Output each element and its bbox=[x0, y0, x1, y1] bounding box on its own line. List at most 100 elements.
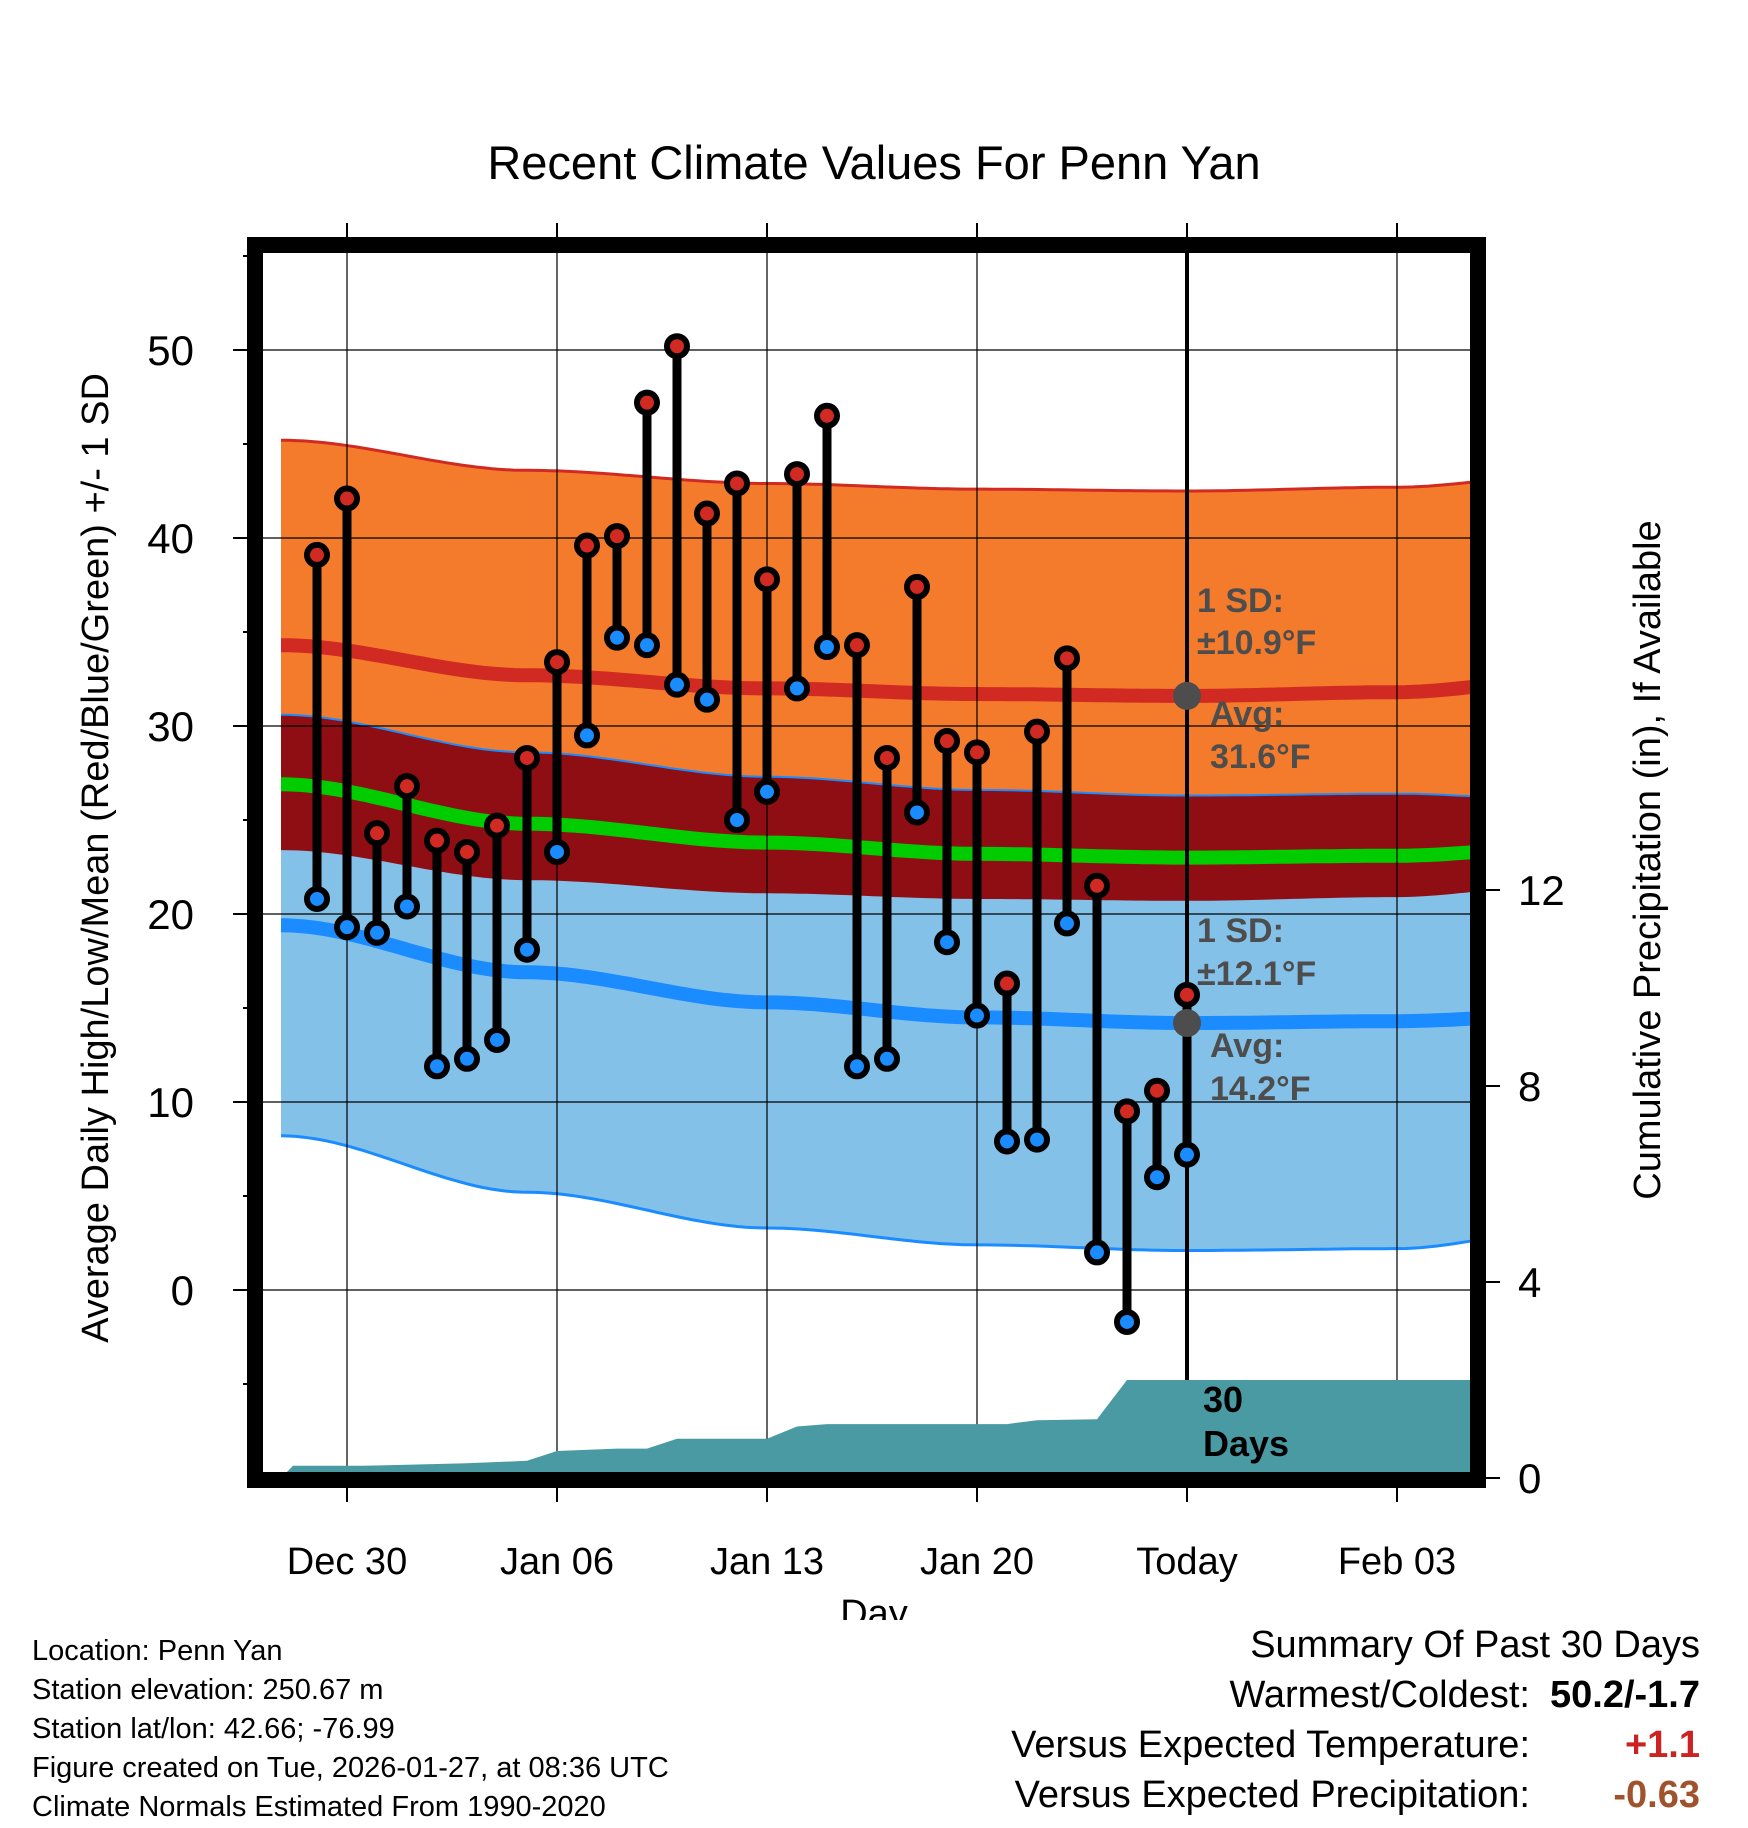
days-count: 30 bbox=[1203, 1379, 1243, 1420]
daily-low-marker bbox=[364, 919, 390, 946]
daily-high-marker bbox=[994, 970, 1020, 997]
precip-area bbox=[281, 1380, 1478, 1478]
daily-high-marker bbox=[1114, 1098, 1140, 1125]
daily-high-marker bbox=[334, 485, 360, 512]
daily-low-marker bbox=[334, 914, 360, 941]
x-tick-label: Feb 03 bbox=[1338, 1541, 1456, 1583]
daily-low-marker bbox=[394, 893, 420, 920]
daily-high-marker bbox=[874, 744, 900, 771]
latlon-text: Station lat/lon: 42.66; -76.99 bbox=[32, 1713, 395, 1745]
climate-chart: Recent Climate Values For Penn Yan 0 10 20… bbox=[75, 136, 1669, 1620]
x-tick-label: Today bbox=[1136, 1541, 1237, 1583]
precip-fill bbox=[281, 1380, 1478, 1478]
daily-low-marker bbox=[814, 634, 840, 661]
axes: 0 10 20 30 40 50 0 4 8 12 Dec 30 Jan 06 Jan 13 Jan 20… bbox=[147, 223, 1565, 1583]
daily-high-marker bbox=[784, 461, 810, 488]
precip-label: Versus Expected Precipitation: bbox=[1014, 1774, 1530, 1816]
low-avg-value: 14.2°F bbox=[1210, 1070, 1311, 1108]
daily-low-marker bbox=[1174, 1141, 1200, 1168]
precip-value: -0.63 bbox=[1613, 1774, 1700, 1816]
daily-high-marker bbox=[634, 389, 660, 416]
x-tick-label: Jan 06 bbox=[500, 1541, 614, 1583]
summary-panel: Summary Of Past 30 Days Warmest/Coldest:… bbox=[1011, 1620, 1700, 1820]
daily-low-marker bbox=[844, 1053, 870, 1080]
daily-high-marker bbox=[1084, 872, 1110, 899]
daily-low-marker bbox=[964, 1002, 990, 1029]
daily-high-marker bbox=[724, 470, 750, 497]
temp-value: +1.1 bbox=[1624, 1724, 1700, 1766]
y-axis-label: Average Daily High/Low/Mean (Red/Blue/Gr… bbox=[75, 373, 117, 1343]
daily-low-marker bbox=[1144, 1164, 1170, 1191]
daily-high-marker bbox=[574, 532, 600, 559]
annotations: 1 SD: ±10.9°F Avg: 31.6°F 1 SD: ±12.1°F Avg: 14… bbox=[1173, 582, 1316, 1464]
daily-high-marker bbox=[694, 500, 720, 527]
daily-low-marker bbox=[1024, 1126, 1050, 1153]
summary-temp: Versus Expected Temperature: +1.1 bbox=[1011, 1720, 1700, 1770]
y-tick-label: 50 bbox=[147, 327, 194, 374]
y2-tick-label: 4 bbox=[1518, 1259, 1541, 1306]
high-avg-value: 31.6°F bbox=[1210, 738, 1311, 776]
daily-low-marker bbox=[994, 1128, 1020, 1155]
daily-low-marker bbox=[694, 686, 720, 713]
daily-high-marker bbox=[964, 739, 990, 766]
daily-low-marker bbox=[874, 1045, 900, 1072]
summary-precip: Versus Expected Precipitation: -0.63 bbox=[1011, 1770, 1700, 1820]
summary-warm-cold: Warmest/Coldest: 50.2/-1.7 bbox=[1011, 1670, 1700, 1720]
daily-low-marker bbox=[304, 885, 330, 912]
daily-high-marker bbox=[454, 838, 480, 865]
daily-high-marker bbox=[394, 773, 420, 800]
x-tick-label: Dec 30 bbox=[287, 1541, 407, 1583]
y-tick-label: 0 bbox=[171, 1267, 194, 1314]
low-sd-label: 1 SD: bbox=[1197, 912, 1284, 950]
daily-high-marker bbox=[1174, 981, 1200, 1008]
high-sd-value: ±10.9°F bbox=[1197, 624, 1316, 662]
x-tick-label: Jan 20 bbox=[920, 1541, 1034, 1583]
created-text: Figure created on Tue, 2026-01-27, at 08… bbox=[32, 1752, 669, 1784]
warm-cold-label: Warmest/Coldest: bbox=[1229, 1674, 1530, 1716]
low-sd-lower-line bbox=[280, 1134, 1478, 1252]
daily-low-marker bbox=[604, 624, 630, 651]
daily-high-marker bbox=[664, 333, 690, 360]
daily-low-marker bbox=[424, 1053, 450, 1080]
station-info: Location: Penn Yan Station elevation: 25… bbox=[32, 1632, 669, 1827]
daily-high-marker bbox=[514, 744, 540, 771]
daily-high-marker bbox=[844, 632, 870, 659]
daily-low-marker bbox=[934, 929, 960, 956]
daily-high-marker bbox=[364, 820, 390, 847]
low-avg-point bbox=[1173, 1009, 1201, 1038]
high-avg-label: Avg: bbox=[1210, 695, 1284, 733]
daily-high-marker bbox=[544, 649, 570, 676]
daily-high-marker bbox=[1024, 718, 1050, 745]
plot-frame bbox=[247, 237, 1486, 1488]
daily-low-marker bbox=[1054, 910, 1080, 937]
low-avg-label: Avg: bbox=[1210, 1027, 1284, 1065]
daily-high-marker bbox=[484, 812, 510, 839]
daily-high-marker bbox=[814, 402, 840, 429]
daily-high-marker bbox=[424, 827, 450, 854]
daily-markers bbox=[304, 333, 1200, 1335]
summary-title: Summary Of Past 30 Days bbox=[1250, 1624, 1700, 1666]
daily-high-marker bbox=[304, 541, 330, 568]
elevation-text: Station elevation: 250.67 m bbox=[32, 1674, 384, 1706]
normals-text: Climate Normals Estimated From 1990-2020 bbox=[32, 1791, 606, 1823]
daily-range-bars bbox=[312, 346, 1192, 1322]
daily-low-marker bbox=[904, 799, 930, 826]
warm-cold-value: 50.2/-1.7 bbox=[1550, 1674, 1700, 1716]
daily-low-marker bbox=[454, 1045, 480, 1072]
daily-high-marker bbox=[934, 728, 960, 755]
chart-title: Recent Climate Values For Penn Yan bbox=[487, 136, 1260, 189]
high-sd-upper-line bbox=[280, 438, 1478, 493]
daily-low-marker bbox=[484, 1026, 510, 1053]
daily-low-marker bbox=[514, 936, 540, 963]
y2-tick-label: 12 bbox=[1518, 867, 1565, 914]
high-sd-label: 1 SD: bbox=[1197, 582, 1284, 620]
daily-low-marker bbox=[1084, 1239, 1110, 1266]
daily-low-marker bbox=[634, 632, 660, 659]
daily-low-marker bbox=[754, 778, 780, 805]
daily-high-marker bbox=[604, 523, 630, 550]
y2-tick-label: 8 bbox=[1518, 1063, 1541, 1110]
x-axis-label: Day bbox=[840, 1593, 908, 1620]
low-sd-value: ±12.1°F bbox=[1197, 955, 1316, 993]
daily-low-marker bbox=[544, 838, 570, 865]
high-avg-point bbox=[1173, 681, 1201, 710]
